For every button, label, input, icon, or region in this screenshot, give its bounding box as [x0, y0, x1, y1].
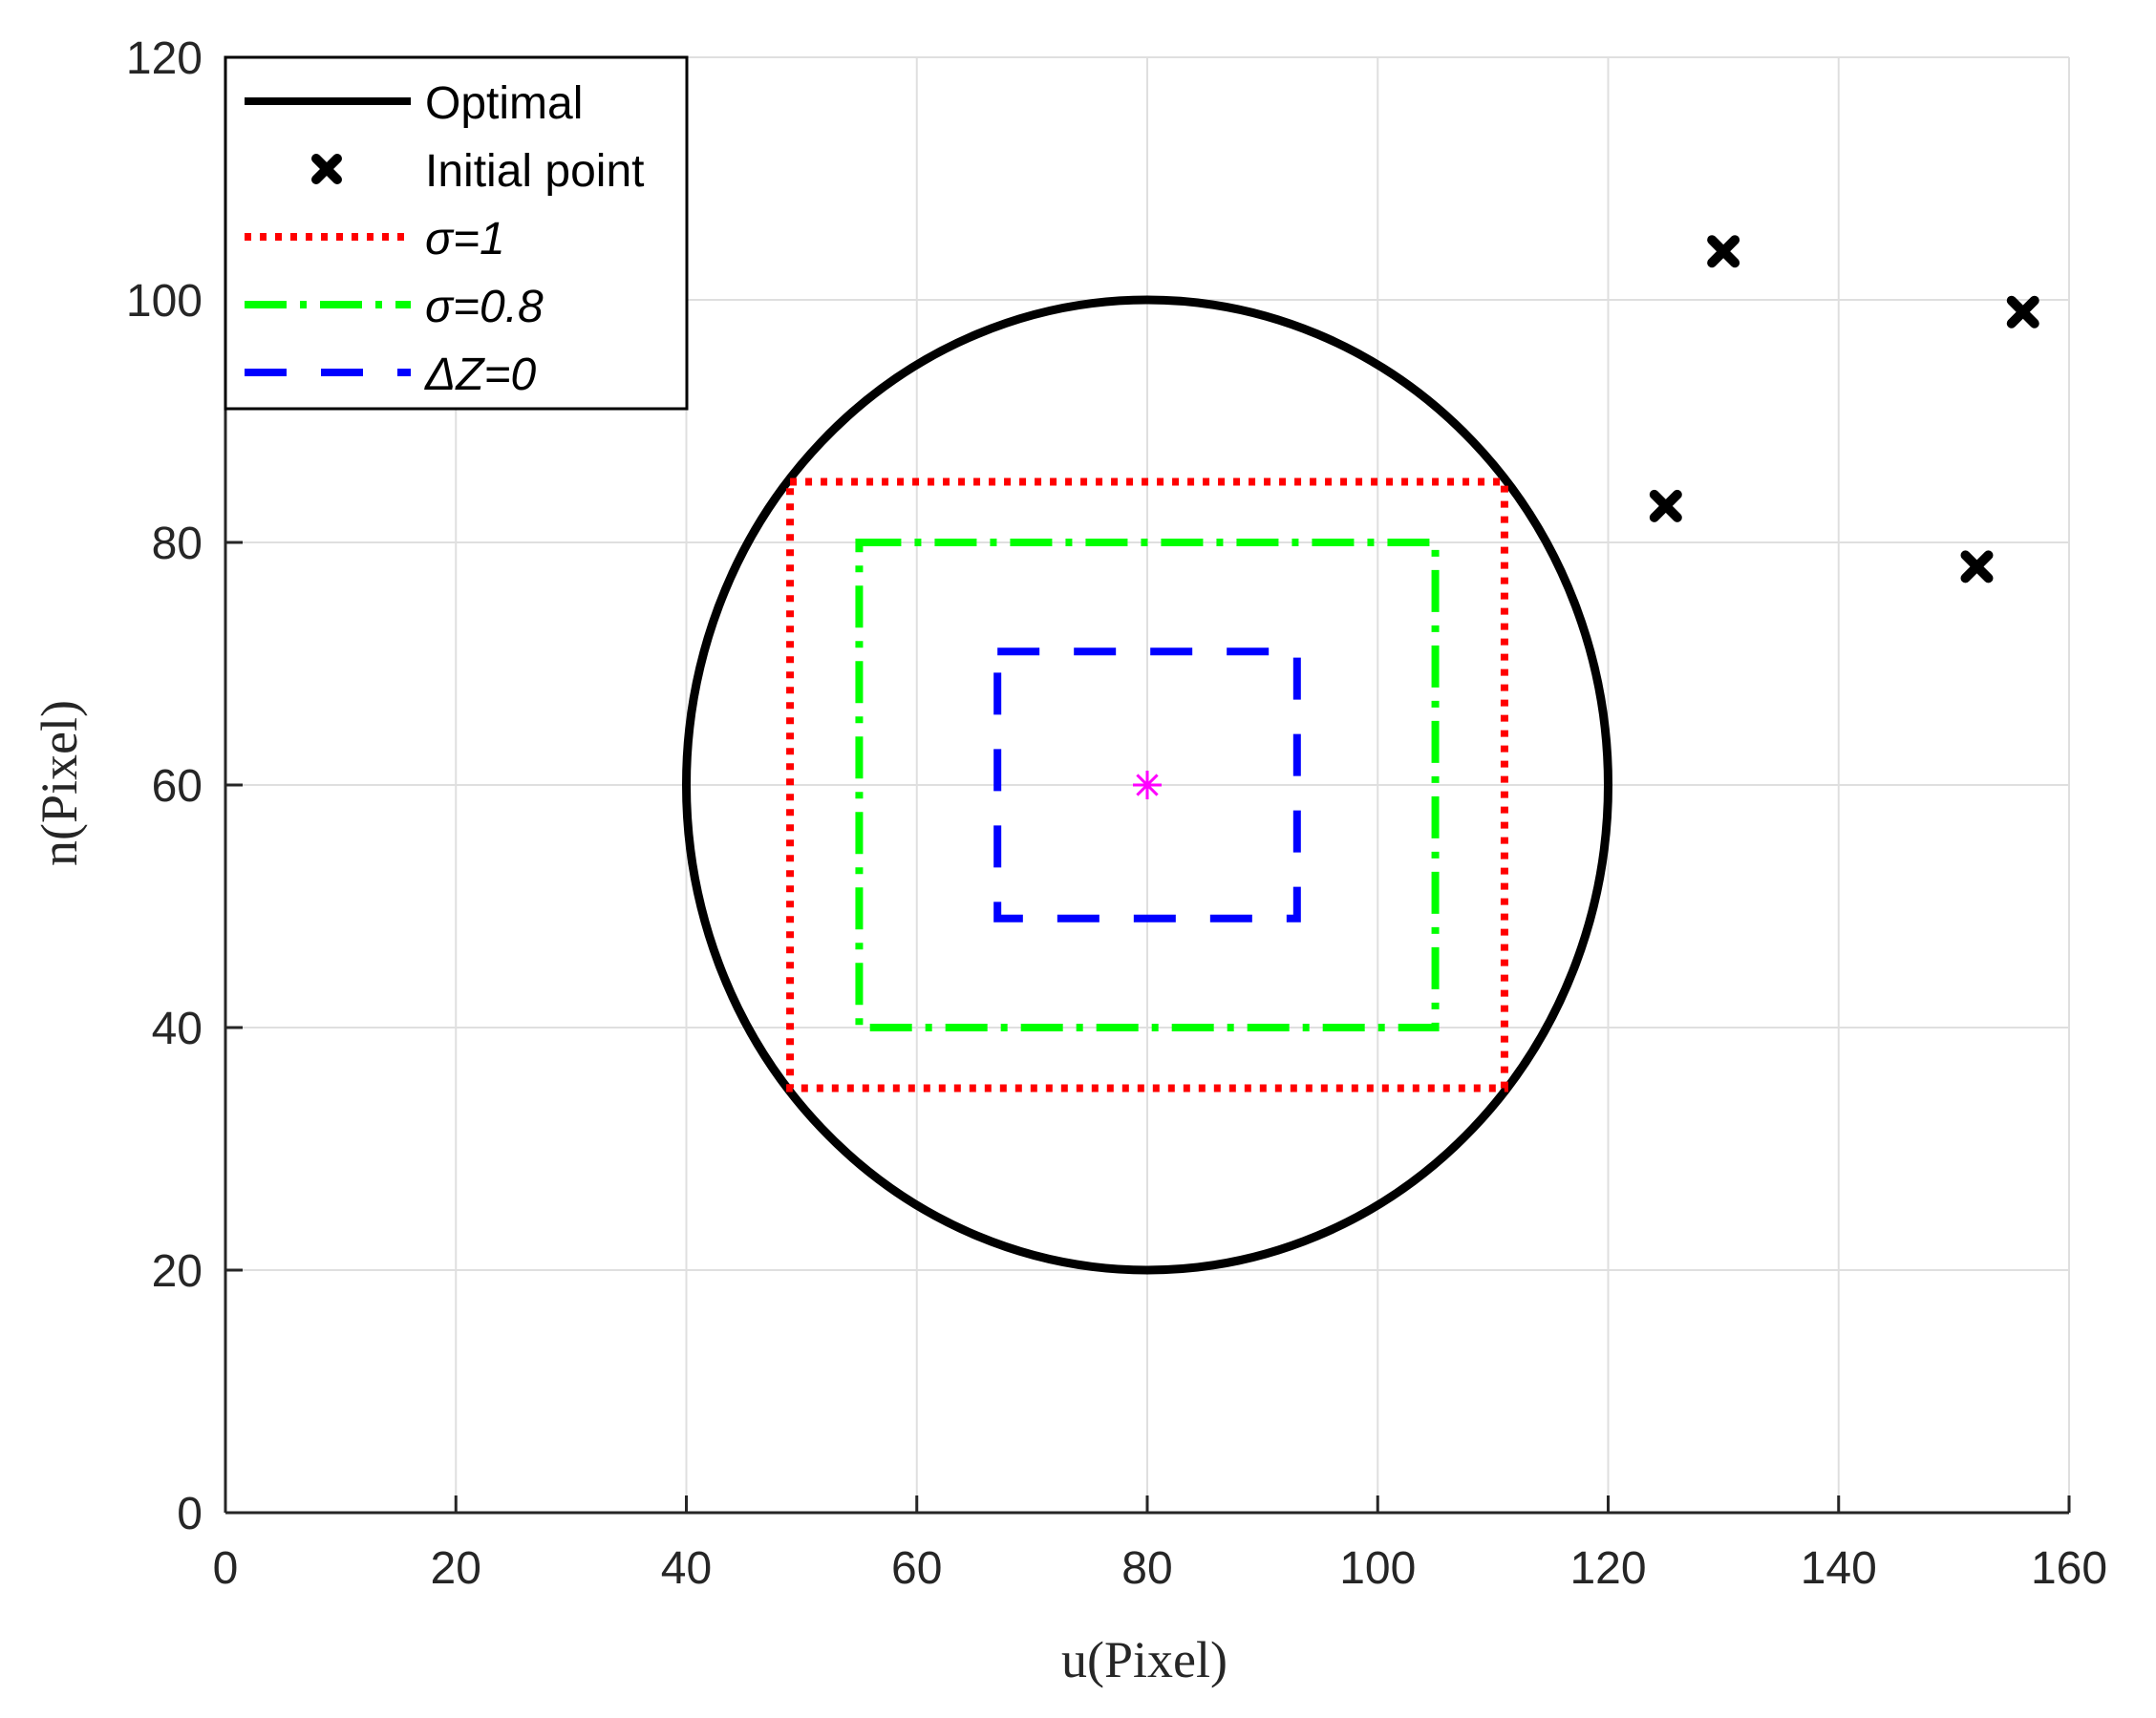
- x-tick-label: 120: [1569, 1543, 1646, 1594]
- center-asterisk-marker: [1133, 771, 1162, 799]
- y-tick-label: 40: [152, 1004, 203, 1054]
- optimal-circle: [682, 295, 1612, 1275]
- marker-stroke: [1960, 550, 1994, 583]
- x-tick-label: 80: [1121, 1543, 1172, 1594]
- legend-label-sigma-0-8: σ=0.8: [425, 282, 544, 332]
- legend: Optimal Initial point σ=1 σ=0.8 ΔZ=0: [224, 55, 689, 411]
- x-tick-label: 40: [661, 1543, 712, 1594]
- marker-stroke: [2006, 295, 2039, 329]
- tick-labels: 0 20 40 60 80 100 120 140 160 0 20 40 60 80 100 120: [126, 33, 2107, 1594]
- y-tick-label: 100: [126, 276, 203, 327]
- initial-point-marker: [1960, 550, 1994, 583]
- y-tick-label: 80: [152, 519, 203, 569]
- initial-point-marker: [1649, 489, 1682, 522]
- y-tick-label: 0: [177, 1489, 203, 1539]
- x-tick-label: 100: [1339, 1543, 1416, 1594]
- legend-label-optimal: Optimal: [425, 78, 583, 129]
- initial-point-marker: [1707, 235, 1740, 268]
- legend-label-delta-z-0: ΔZ=0: [424, 350, 537, 400]
- rectangle-series-4: [993, 647, 1301, 923]
- asterisk-stroke: [1136, 774, 1159, 796]
- x-tick-label: 160: [2031, 1543, 2107, 1594]
- x-tick-label: 140: [1801, 1543, 1877, 1594]
- rectangle-series-2: [786, 477, 1508, 1092]
- legend-sample-initial-point: [311, 154, 342, 184]
- x-tick-label: 0: [213, 1543, 239, 1594]
- y-tick-label: 120: [126, 33, 203, 84]
- legend-samples: [245, 97, 411, 376]
- marker-stroke: [311, 154, 342, 184]
- rectangle-series-3: [855, 539, 1440, 1031]
- x-tick-label: 20: [431, 1543, 481, 1594]
- x-tick-label: 60: [891, 1543, 942, 1594]
- marker-stroke: [1707, 235, 1740, 268]
- marker-stroke: [1649, 489, 1682, 522]
- legend-label-initial-point: Initial point: [425, 146, 644, 197]
- plot-area: [682, 235, 2039, 1275]
- y-tick-label: 60: [152, 761, 203, 812]
- initial-point-marker: [2006, 295, 2039, 329]
- legend-box: [224, 55, 689, 411]
- legend-label-sigma-1: σ=1: [425, 214, 505, 265]
- y-tick-label: 20: [152, 1246, 203, 1297]
- x-axis-title: u(Pixel): [1061, 1631, 1227, 1688]
- y-axis-title: n(Pixel): [31, 700, 88, 866]
